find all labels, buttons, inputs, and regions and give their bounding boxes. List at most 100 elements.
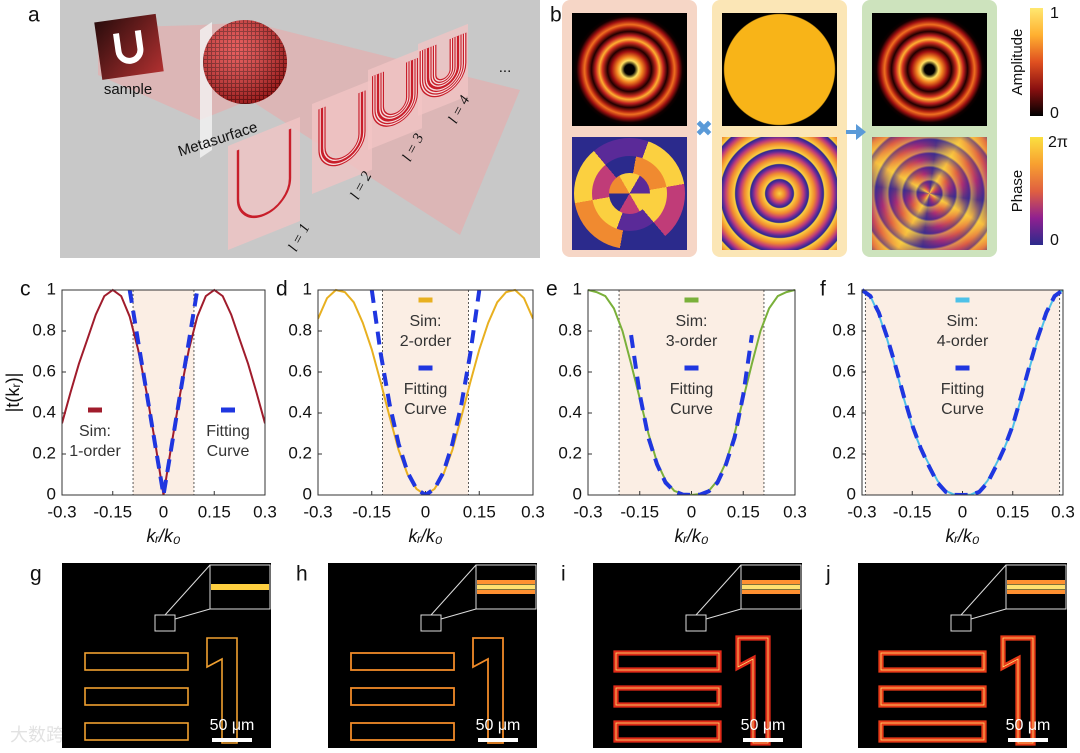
y-tick-label: 0.2	[32, 443, 56, 462]
pattern-outline	[615, 687, 720, 706]
panel-label: i	[561, 563, 566, 586]
u-image	[228, 116, 300, 251]
pattern-outline	[880, 722, 985, 741]
amplitude-image	[722, 13, 837, 126]
microscope-image: 50 μm	[593, 563, 802, 748]
y-tick-label: 0.8	[288, 320, 312, 339]
legend-label: Fitting Curve	[941, 381, 985, 418]
x-tick-label: 0.15	[996, 502, 1029, 521]
u-plane	[312, 79, 372, 195]
fit-line	[629, 334, 754, 495]
y-tick-label: 0.8	[558, 320, 582, 339]
zoom-line	[174, 608, 211, 620]
legend-label: Fitting Curve	[670, 381, 714, 418]
y-tick-label: 0.4	[32, 402, 56, 421]
u-image	[368, 48, 422, 151]
panel-label: c	[20, 278, 31, 301]
plot-frame	[587, 289, 796, 496]
x-tick-label: -0.15	[93, 502, 132, 521]
x-tick-label: 0.15	[198, 502, 231, 521]
panel-label: f	[820, 278, 826, 301]
pattern-outline	[880, 687, 985, 706]
panel-a: sample Metasurface ... l = 1l = 2l = 3l …	[60, 0, 540, 258]
y-tick-label: 0.4	[288, 402, 312, 421]
phase-image	[872, 137, 987, 250]
y-tick-label: 0.2	[288, 443, 312, 462]
arrow	[846, 124, 866, 140]
x-axis-label: kᵣ/k₀	[674, 526, 708, 546]
sim-line	[62, 288, 265, 495]
plot-frame	[61, 289, 266, 496]
x-tick-label: 0.3	[1051, 502, 1075, 521]
colorbar-tick: 0	[1050, 105, 1059, 122]
u-image	[312, 79, 372, 195]
zoom-line	[430, 564, 477, 616]
colorbar-title: Phase	[1009, 170, 1026, 213]
x-tick-label: 0.3	[521, 502, 545, 521]
shade-band	[133, 290, 194, 495]
colorbar-tick: 1	[1050, 5, 1059, 22]
pattern-outline	[615, 652, 720, 671]
x-tick-label: 0	[159, 502, 168, 521]
pattern-outline	[84, 652, 189, 671]
y-tick-label: 0.8	[32, 320, 56, 339]
shade-band	[382, 290, 469, 495]
fit-line	[862, 288, 1063, 495]
legend-label: Fitting Curve	[206, 423, 250, 460]
legend-label: Fitting Curve	[404, 381, 448, 418]
y-tick-label: 1	[47, 279, 56, 298]
panel-label: h	[296, 563, 308, 586]
y-tick-label: 0.6	[288, 361, 312, 380]
y-tick-label: 0	[303, 484, 312, 503]
sample	[94, 13, 164, 80]
pattern-outline	[880, 652, 985, 671]
legend-label: Sim: 1-order	[69, 423, 121, 460]
y-tick-label: 0.2	[558, 443, 582, 462]
y-tick-label: 0	[47, 484, 56, 503]
x-tick-label: 0.15	[727, 502, 760, 521]
y-tick-label: 0.6	[832, 361, 856, 380]
sim-line	[318, 288, 533, 495]
scale-bar-label: 50 μm	[476, 717, 521, 734]
zoom-line	[695, 564, 742, 616]
inset-line	[1007, 580, 1065, 584]
phase-colorbar	[1030, 137, 1043, 245]
colorbar-title: Amplitude	[1009, 29, 1026, 96]
phase-image	[722, 137, 837, 250]
u-image	[418, 23, 468, 117]
pattern-outline	[350, 722, 455, 741]
pattern-outline	[350, 687, 455, 706]
fit-line	[369, 289, 482, 495]
zoom-line	[440, 608, 477, 620]
sim-line	[588, 289, 795, 495]
pattern-outline	[737, 637, 769, 744]
u-outline	[236, 128, 292, 218]
plot-frame	[317, 289, 534, 496]
y-axis-label: |t(kᵣ)|	[3, 373, 23, 413]
pattern-outline	[206, 637, 238, 744]
y-tick-label: 0.4	[832, 402, 856, 421]
colorbar-tick: 0	[1050, 232, 1059, 249]
microscope-image: 50 μm	[328, 563, 537, 748]
inset-line	[742, 590, 800, 594]
zoom-line	[164, 564, 211, 616]
y-tick-label: 0.6	[32, 361, 56, 380]
legend-label: Sim: 2-order	[400, 313, 452, 350]
ellipsis: ...	[499, 59, 512, 76]
x-tick-label: 0	[687, 502, 696, 521]
pattern-outline	[84, 687, 189, 706]
x-tick-label: -0.15	[620, 502, 659, 521]
x-axis-label: kᵣ/k₀	[945, 526, 979, 546]
inset-line	[477, 580, 535, 584]
x-axis-label: kᵣ/k₀	[146, 526, 180, 546]
x-tick-label: -0.15	[352, 502, 391, 521]
amplitude-image	[872, 13, 987, 126]
inset-line	[477, 584, 535, 590]
zoom-line	[705, 608, 742, 620]
shade-band	[619, 290, 764, 495]
panel-label: a	[28, 4, 40, 27]
zoom-line	[960, 564, 1007, 616]
panel-label: b	[550, 4, 562, 27]
u-outline	[320, 91, 364, 164]
